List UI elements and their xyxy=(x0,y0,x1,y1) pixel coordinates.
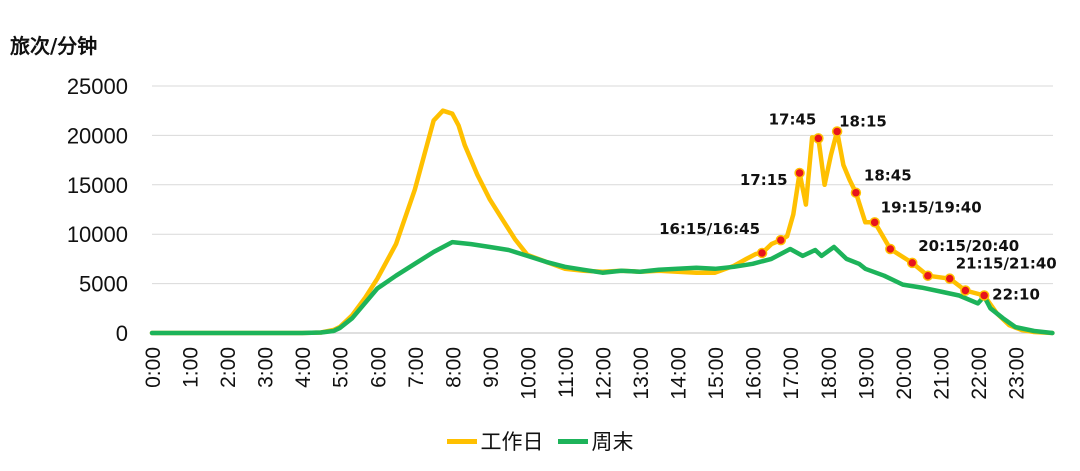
x-tick-label: 5:00 xyxy=(330,347,353,388)
annotation-marker xyxy=(813,133,824,144)
annotation-marker xyxy=(978,290,990,301)
x-tick-label: 15:00 xyxy=(705,347,728,400)
annotation-marker xyxy=(922,270,934,281)
x-tick-label: 14:00 xyxy=(668,347,691,400)
annotation-label: 18:15 xyxy=(839,112,887,130)
x-tick-label: 23:00 xyxy=(1005,347,1028,400)
legend-label-weekday: 工作日 xyxy=(480,430,544,454)
line-chart: 0 5000 10000 15000 20000 25000 0:00 1:00 2:00 3:0… xyxy=(67,74,1057,400)
y-tick-label: 15000 xyxy=(67,173,128,198)
x-tick-label: 17:00 xyxy=(780,347,803,400)
annotation-label: 17:45 xyxy=(769,110,817,128)
annotation-marker xyxy=(794,167,805,179)
annotation-marker xyxy=(906,257,918,269)
annotation-marker xyxy=(850,187,862,198)
legend-swatch-weekday xyxy=(446,438,477,444)
legend-item-weekday: 工作日 xyxy=(446,426,544,456)
annotation-label: 22:10 xyxy=(992,285,1040,303)
series-line-weekend xyxy=(149,239,1055,336)
legend-swatch-weekend xyxy=(557,438,588,444)
annotation-marker xyxy=(944,273,956,284)
annotation-label: 21:15/21:40 xyxy=(956,255,1057,273)
x-tick-label: 2:00 xyxy=(217,347,240,388)
y-tick-label: 10000 xyxy=(67,222,128,247)
annotation-label: 17:15 xyxy=(740,171,788,189)
x-tick-label: 16:00 xyxy=(743,347,766,400)
annotation-marker xyxy=(775,234,787,246)
series-line-weekday xyxy=(149,108,1055,336)
x-tick-label: 6:00 xyxy=(367,347,390,388)
y-tick-label: 0 xyxy=(116,321,128,346)
x-tick-label: 3:00 xyxy=(255,347,278,388)
annotation-marker xyxy=(960,285,971,296)
annotation-marker xyxy=(831,126,843,137)
annotation-label: 16:15/16:45 xyxy=(659,220,760,238)
x-tick-label: 1:00 xyxy=(180,347,203,388)
y-tick-label: 25000 xyxy=(67,74,128,99)
annotation-marker xyxy=(885,243,896,255)
x-tick-label: 18:00 xyxy=(818,347,841,400)
annotation-label: 19:15/19:40 xyxy=(881,198,982,216)
legend-label-weekend: 周末 xyxy=(591,430,634,454)
x-tick-label: 4:00 xyxy=(292,347,315,388)
legend: 工作日 周末 xyxy=(0,426,1080,456)
legend-item-weekend: 周末 xyxy=(557,426,634,456)
x-tick-label: 10:00 xyxy=(517,347,540,400)
annotation-label: 20:15/20:40 xyxy=(918,237,1019,255)
annotation-label: 18:45 xyxy=(864,167,912,185)
x-tick-label: 21:00 xyxy=(930,347,953,400)
x-tick-label: 22:00 xyxy=(968,347,991,400)
x-tick-label: 8:00 xyxy=(442,347,465,388)
y-axis-label: 旅次/分钟 xyxy=(10,34,98,58)
x-tick-label: 20:00 xyxy=(893,347,916,400)
annotation-marker xyxy=(756,247,768,259)
x-tick-label: 19:00 xyxy=(855,347,878,400)
x-tick-label: 13:00 xyxy=(630,347,653,400)
x-tick-label: 7:00 xyxy=(405,347,428,388)
x-tick-label: 9:00 xyxy=(480,347,503,388)
x-tick-label: 12:00 xyxy=(593,347,616,400)
y-tick-label: 5000 xyxy=(79,272,128,297)
x-tick-label: 0:00 xyxy=(142,347,165,388)
annotation-marker xyxy=(869,217,880,228)
y-tick-label: 20000 xyxy=(67,123,128,148)
x-tick-label: 11:00 xyxy=(555,347,578,398)
